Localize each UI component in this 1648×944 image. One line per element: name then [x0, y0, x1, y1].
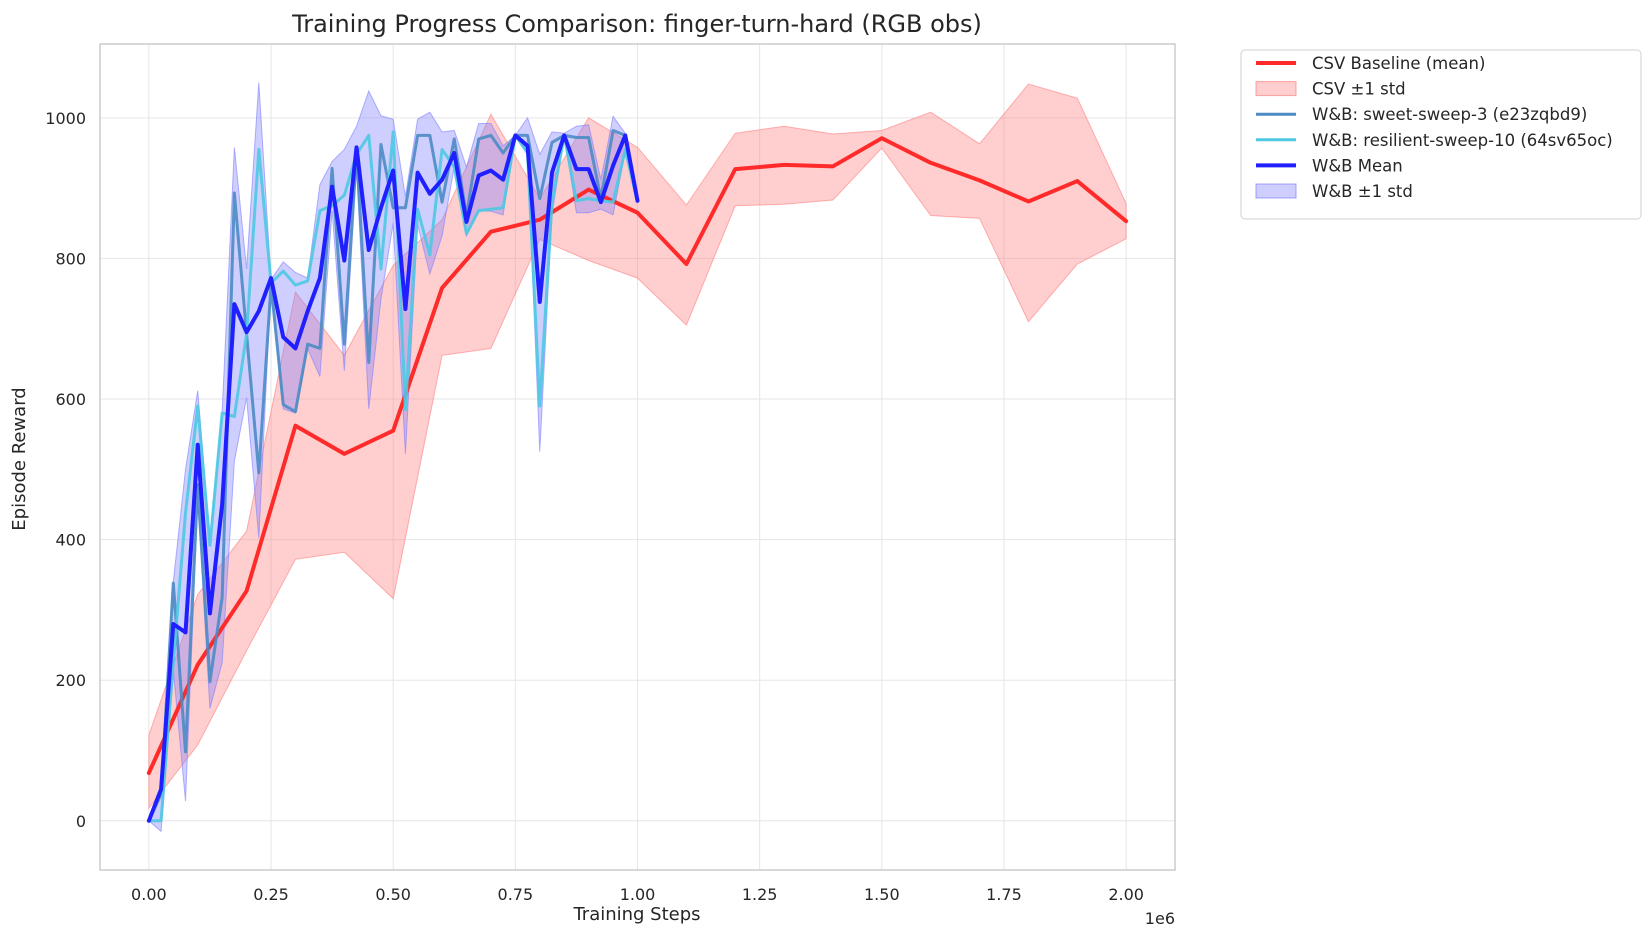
x-tick-label: 0.25: [253, 885, 289, 904]
legend-items: CSV Baseline (mean) CSV ±1 std W&B: sweet-…: [1255, 54, 1613, 201]
x-tick-label: 1.00: [620, 885, 656, 904]
legend-label: W&B ±1 std: [1312, 182, 1413, 201]
y-axis-title: Episode Reward: [9, 387, 30, 530]
y-tick-label: 800: [55, 249, 86, 268]
x-tick-label: 1.25: [742, 885, 778, 904]
x-tick-label: 0.00: [131, 885, 167, 904]
legend-label: W&B: sweet-sweep-3 (e23zqbd9): [1312, 105, 1587, 124]
sweet-sweep-3-line: [147, 128, 639, 822]
legend-frame: [1240, 49, 1642, 220]
x-tick-label: 0.75: [498, 885, 534, 904]
x-axis-title: Training Steps: [572, 904, 700, 925]
legend-label: W&B: resilient-sweep-10 (64sv65oc): [1312, 131, 1613, 150]
legend-label: W&B Mean: [1312, 156, 1403, 175]
x-tick-label: 0.50: [375, 885, 411, 904]
legend-label: CSV Baseline (mean): [1312, 54, 1485, 73]
legend-swatch-band: [1255, 81, 1297, 97]
y-tick-label: 400: [55, 531, 86, 550]
legend: CSV Baseline (mean) CSV ±1 std W&B: sweet-…: [1240, 49, 1642, 220]
y-tick-label: 1000: [45, 109, 86, 128]
legend-label: CSV ±1 std: [1312, 80, 1406, 99]
x-tick-label: 1.50: [864, 885, 900, 904]
plot-area-frame: [99, 43, 1176, 871]
x-tick-label: 1.75: [986, 885, 1022, 904]
chart-title: Training Progress Comparison: finger-tur…: [291, 10, 982, 38]
resilient-sweep-10-line: [148, 130, 639, 823]
wandb-mean-line: [146, 133, 640, 823]
x-tick-label: 2.00: [1108, 885, 1144, 904]
csv-baseline-mean-line: [146, 136, 1129, 775]
y-tick-label: 200: [55, 671, 86, 690]
csv-std-band: [148, 83, 1127, 810]
x-axis-offset-label: 1e6: [1145, 909, 1175, 928]
legend-swatch-band: [1255, 183, 1297, 199]
tick-label-layer: 0.00 0.25 0.50 0.75 1.00 1.25 1.50 1.75 2.00 0 200…: [45, 109, 1144, 904]
y-tick-label: 0: [76, 812, 86, 831]
y-tick-label: 600: [55, 390, 86, 409]
line-layer: [146, 128, 1129, 823]
